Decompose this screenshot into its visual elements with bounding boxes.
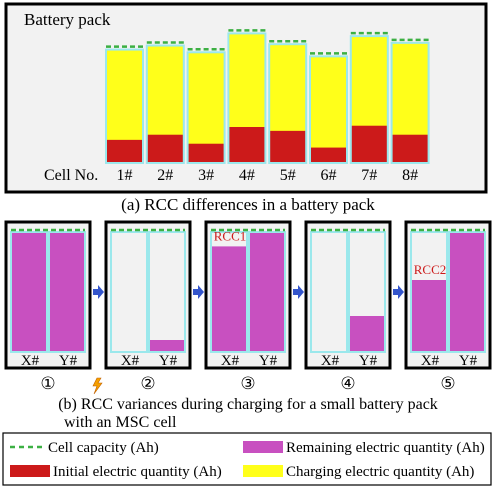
cell-2-initial-fill [146, 134, 184, 163]
legend-capacity-label: Cell capacity (Ah) [48, 440, 159, 456]
step-2-cell-y-remaining [149, 340, 185, 352]
legend-initial-label: Initial electric quantity (Ah) [53, 464, 222, 480]
step-3-number: ③ [240, 374, 255, 393]
cell-3-initial-fill [187, 143, 225, 163]
cell-1-border [105, 48, 144, 164]
cell-4-border [227, 32, 267, 165]
panel-b-caption-line2: with an MSC cell [64, 414, 177, 431]
step-4-cell-y-label: Y# [359, 353, 378, 369]
step-5-cell-y-label: Y# [459, 353, 478, 369]
step-4-cell-y-border [348, 231, 386, 353]
step-5-number: ⑤ [440, 374, 455, 393]
step-1-cell-y-remaining [49, 232, 85, 352]
step-4-cell-y-remaining [349, 316, 385, 352]
step-3-cell-x-border [210, 231, 248, 353]
step-3-cell-y-label: Y# [259, 353, 278, 369]
step-arrow-2-icon [193, 285, 204, 299]
legend-remaining-label: Remaining electric quantity (Ah) [286, 440, 485, 456]
cell-1-initial-fill [106, 139, 143, 163]
step-1-cell-y-border [48, 231, 86, 353]
step-2-cell-y-label: Y# [159, 353, 178, 369]
step-2-cell-x-label: X# [121, 353, 140, 369]
step-1-cell-x-remaining [11, 232, 47, 352]
panel-b-caption-line1: (b) RCC variances during charging for a … [58, 396, 438, 413]
step-arrow-1-icon [93, 285, 104, 299]
legend-charging-swatch [243, 465, 283, 477]
legend-remaining-swatch [243, 441, 283, 453]
step-5-cell-y-remaining [449, 232, 485, 352]
step-5-rcc-label: RCC2 [414, 262, 447, 277]
step-arrow-3-icon [293, 285, 304, 299]
cell-2-border [145, 44, 185, 164]
panel-a-cells: 1# 2# 3# 4# 5# 6# 7# 8# [105, 29, 430, 184]
cell-8-initial-fill [391, 134, 429, 163]
legend-initial-swatch [10, 465, 50, 477]
cell-6-initial-fill [310, 147, 347, 163]
cell-5-border [268, 43, 308, 165]
cell-8-border [390, 41, 430, 164]
cell-6-charging-fill [310, 56, 347, 163]
step-arrow-4-icon [393, 285, 404, 299]
cell-6-label: 6# [321, 167, 337, 184]
step-1-cell-y-label: Y# [59, 353, 78, 369]
step-3-cell-y-remaining [249, 232, 285, 352]
step-1-cell-x-border [10, 231, 48, 353]
cell-5-initial-fill [269, 130, 307, 163]
step-3-cell-y-border [248, 231, 286, 353]
legend: Cell capacity (Ah) Remaining electric qu… [2, 432, 492, 486]
cell-no-label: Cell No. [44, 167, 98, 184]
step-2-number: ② [140, 374, 155, 393]
step-4-cell-x-border [310, 231, 348, 353]
cell-8-label: 8# [402, 167, 418, 184]
step-2-cell-y-border [148, 231, 186, 353]
step-3-cell-x-remaining [211, 246, 247, 352]
cell-3-label: 3# [198, 167, 214, 184]
step-5-cell-y-border [448, 231, 486, 353]
cell-7-initial-fill [350, 125, 388, 163]
step-5-cell-x-remaining [411, 280, 447, 352]
step-5-cell-x-label: X# [421, 353, 440, 369]
cell-4-initial-fill [228, 127, 266, 163]
step-2-cell-x-border [110, 231, 148, 353]
step-3-cell-x-label: X# [221, 353, 240, 369]
panel-a: Battery pack Cell No. 1# 2# 3# 4# 5# 6# 7# 8# [4, 2, 488, 194]
step-1-cell-x-label: X# [21, 353, 40, 369]
cell-5-label: 5# [280, 167, 296, 184]
cell-7-label: 7# [361, 167, 377, 184]
cell-3-border [186, 51, 226, 164]
cell-6-border [309, 55, 348, 164]
panel-a-caption: (a) RCC differences in a battery pack [121, 195, 375, 214]
legend-charging-label: Charging electric quantity (Ah) [286, 464, 474, 480]
cell-2-label: 2# [157, 167, 173, 184]
cell-7-border [349, 35, 389, 164]
step-4-number: ④ [340, 374, 355, 393]
step-5-cell-x-border [410, 231, 448, 353]
step-1-number: ① [40, 374, 55, 393]
cell-4-label: 4# [239, 167, 255, 184]
step-4-cell-x-label: X# [321, 353, 340, 369]
cell-1-label: 1# [117, 167, 133, 184]
step-3-rcc-label: RCC1 [214, 228, 247, 243]
panel-a-title: Battery pack [24, 10, 111, 29]
spark-icon [92, 377, 103, 395]
